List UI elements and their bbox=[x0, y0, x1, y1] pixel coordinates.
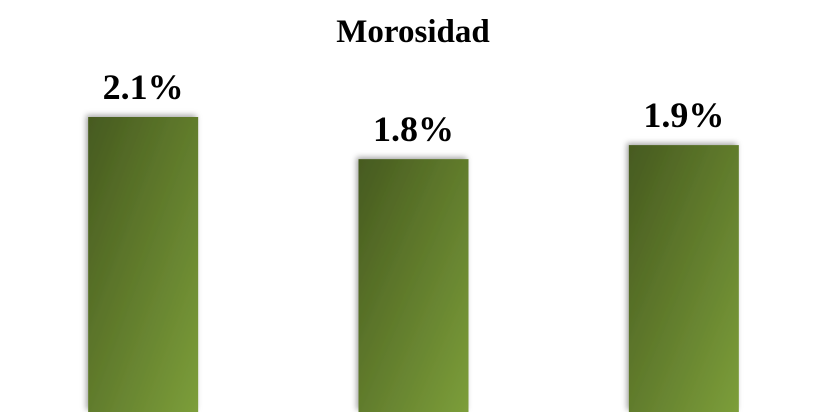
bar bbox=[628, 145, 739, 412]
bar bbox=[358, 159, 469, 412]
data-label: 1.9% bbox=[643, 95, 724, 135]
chart-title: Morosidad bbox=[336, 14, 489, 50]
data-label: 2.1% bbox=[103, 67, 184, 107]
bar bbox=[88, 117, 199, 412]
data-label: 1.8% bbox=[373, 109, 454, 149]
